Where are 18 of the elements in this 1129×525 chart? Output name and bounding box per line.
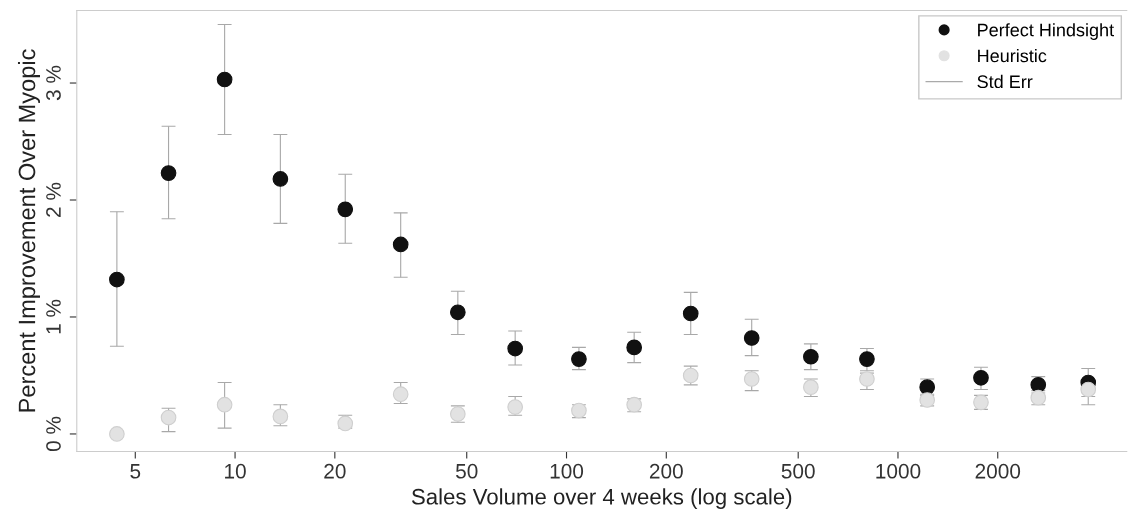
x-tick-label: 2000: [975, 463, 1021, 479]
y-axis-title: Percent Improvement Over Myopic: [17, 49, 40, 412]
legend-label: Heuristic: [978, 49, 1047, 63]
legend-label: Perfect Hindsight: [978, 23, 1114, 40]
x-tick-label: 1000: [876, 463, 921, 479]
x-tick-label: 5: [130, 464, 141, 479]
x-tick-label: 500: [781, 463, 815, 479]
y-tick-label: 2 %: [46, 182, 61, 217]
legend-label: Std Err: [977, 74, 1033, 89]
x-axis-title: Sales Volume over 4 weeks (log scale): [411, 488, 792, 509]
x-tick-label: 50: [455, 463, 478, 479]
y-tick-label: 0 %: [46, 416, 61, 452]
y-tick-label: 1 %: [46, 299, 61, 334]
x-tick-label: 200: [649, 463, 683, 479]
x-tick-label: 20: [324, 463, 346, 479]
y-tick-label: 3 %: [46, 65, 61, 101]
x-tick-label: 10: [225, 463, 246, 479]
x-tick-label: 100: [550, 463, 584, 479]
